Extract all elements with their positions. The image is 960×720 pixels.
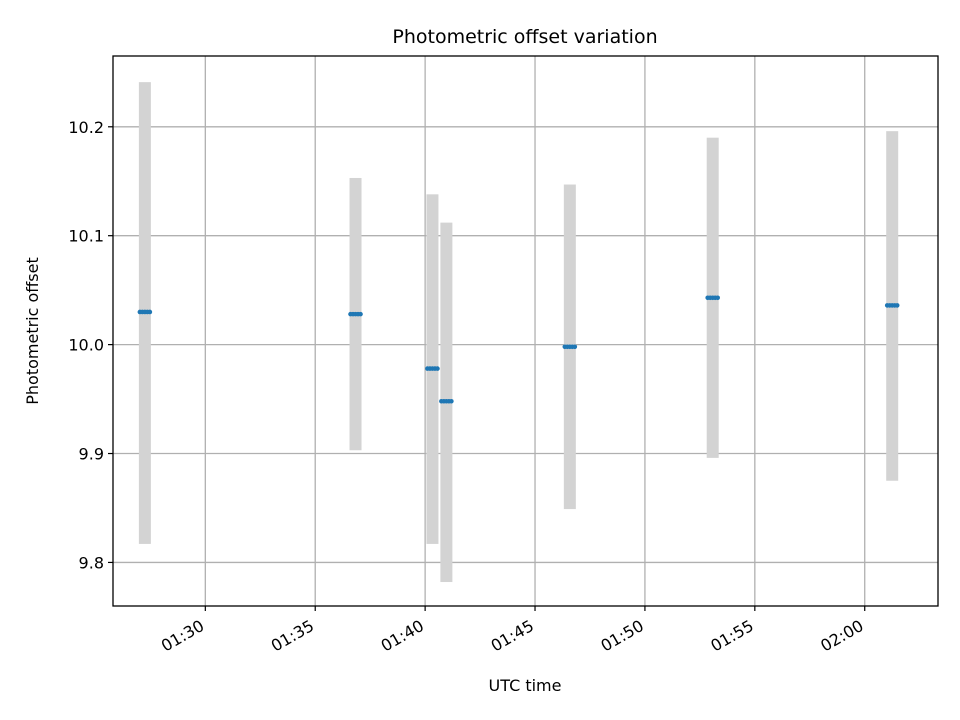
plot-frame [112,55,939,607]
y-axis: 9.8 9.9 10.0 10.1 10.2 [68,118,113,572]
data-point [425,366,440,371]
x-tick-label: 01:40 [378,616,427,656]
x-tick-label: 01:30 [158,616,207,656]
data-points [137,295,900,404]
grid [113,56,938,606]
data-point [348,311,363,317]
data-point [562,344,578,350]
error-bars [138,82,899,583]
x-tick-label: 01:35 [268,616,317,656]
y-tick-label: 10.1 [68,227,104,246]
y-tick-label: 9.9 [79,445,104,464]
data-point [705,295,721,301]
x-tick-label: 02:00 [817,616,866,656]
data-point [439,398,454,404]
y-tick-label: 9.8 [79,553,104,572]
data-point [884,303,900,308]
chart-title: Photometric offset variation [392,26,657,48]
y-tick-label: 10.2 [68,118,104,137]
y-axis-title: Photometric offset [23,257,42,405]
x-tick-label: 01:55 [707,616,756,656]
x-tick-label: 01:50 [597,616,646,656]
y-tick-label: 10.0 [68,336,104,355]
data-point [137,309,153,315]
x-axis: 01:30 01:35 01:40 01:45 01:50 01:55 02:00 [158,606,867,656]
x-tick-label: 01:45 [488,616,537,656]
x-axis-title: UTC time [489,676,562,695]
